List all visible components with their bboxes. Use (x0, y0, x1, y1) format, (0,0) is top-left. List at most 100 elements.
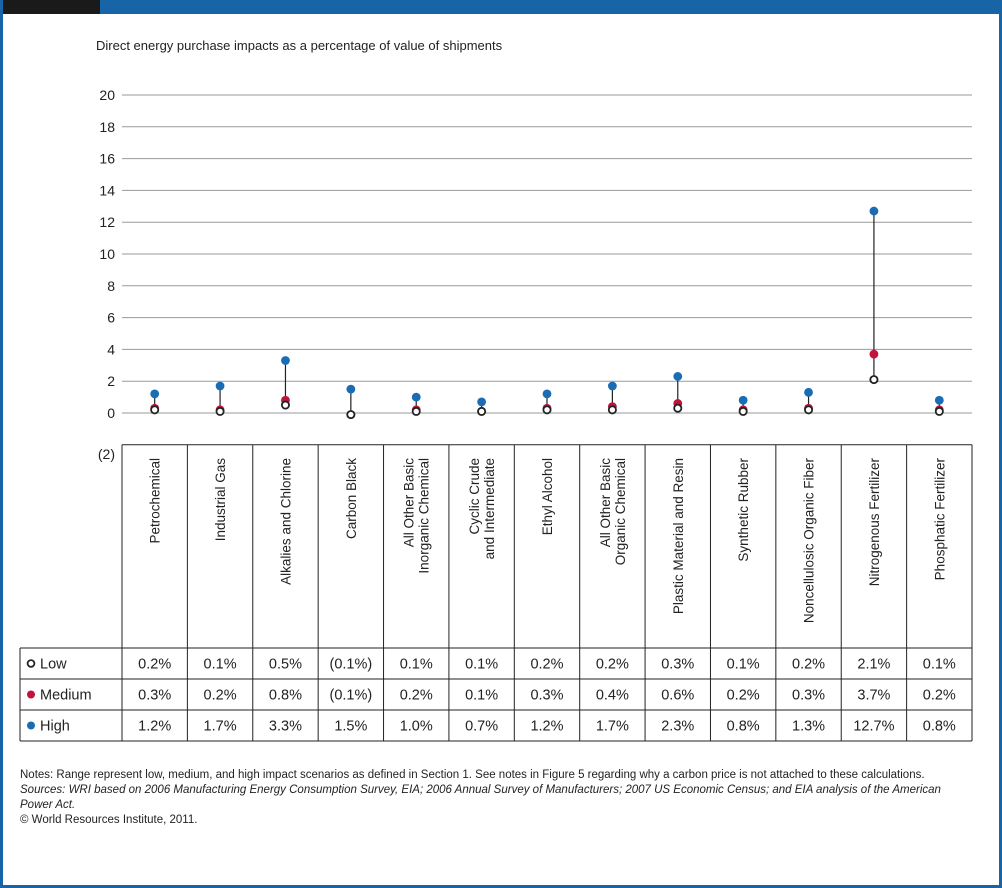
table-cell-value: 3.3% (269, 719, 302, 735)
chart-subtitle: Direct energy purchase impacts as a perc… (96, 38, 503, 53)
table-cell-value: 0.1% (465, 657, 498, 673)
table-cell-value: (0.1%) (329, 657, 372, 673)
y-tick-label: 14 (99, 182, 115, 198)
table-cell-value: 0.5% (269, 657, 302, 673)
table-cell-value: 0.3% (138, 688, 171, 704)
bottom-frame-border (0, 885, 1002, 888)
notes-block: Notes: Range represent low, medium, and … (20, 768, 970, 828)
table-cell-value: 0.2% (138, 657, 171, 673)
y-tick-label: (2) (98, 446, 115, 462)
category-label: Ethyl Alcohol (540, 458, 555, 535)
table-cell-value: 2.1% (857, 657, 890, 673)
table-cell-value: 0.1% (727, 657, 760, 673)
table-cell-value: (0.1%) (329, 688, 372, 704)
table-cell-value: 0.4% (596, 688, 629, 704)
y-tick-label: 8 (107, 278, 115, 294)
point-low (934, 406, 944, 416)
table-cell-value: 1.7% (596, 719, 629, 735)
legend-marker (26, 659, 36, 668)
category-label: Organic Chemical (613, 458, 628, 565)
category-label: and Intermediate (482, 458, 497, 559)
table-cell-value: 0.2% (400, 688, 433, 704)
point-high (281, 356, 290, 365)
copyright-text: © World Resources Institute, 2011. (20, 814, 198, 826)
table-cell-value: 0.3% (661, 657, 694, 673)
y-tick-label: 6 (107, 310, 115, 326)
category-label: Carbon Black (344, 458, 359, 539)
table-cell-value: 0.1% (400, 657, 433, 673)
table-cell-value: 1.5% (334, 719, 367, 735)
top-frame-tab (0, 0, 100, 14)
point-low (411, 406, 421, 416)
point-high (804, 387, 813, 397)
data-table: Low 0.2% 0.1% 0.5% (0.1%) 0.1% 0.1% 0.2% 0.2% 0.3… (19, 647, 972, 742)
point-high (477, 397, 487, 407)
category-label: Alkalies and Chlorine (278, 458, 293, 585)
y-tick-label: 2 (107, 373, 115, 389)
table-cell-value: 1.0% (400, 719, 433, 735)
table-cell-value: 2.3% (661, 719, 694, 735)
point-high (738, 395, 748, 405)
table-cell-value: 0.7% (465, 719, 498, 735)
point-medium (869, 349, 879, 359)
point-high (411, 392, 421, 402)
table-cell-value: 3.7% (857, 688, 890, 704)
category-label: Petrochemical (148, 458, 163, 544)
legend-label: Medium (40, 688, 92, 704)
left-frame-border (0, 0, 3, 888)
category-label: Synthetic Rubber (736, 458, 751, 562)
y-tick-label: 10 (99, 246, 115, 262)
category-label: Phosphatic Fertilizer (932, 458, 947, 581)
point-low (346, 410, 356, 420)
table-cell-value: 0.2% (727, 688, 760, 704)
table-cell-value: 0.1% (923, 657, 956, 673)
category-label: Industrial Gas (213, 458, 228, 542)
y-tick-label: 18 (99, 119, 115, 135)
y-tick-label: 0 (107, 405, 115, 421)
table-cell-value: 1.7% (204, 719, 237, 735)
point-high (869, 206, 879, 216)
table-cell-value: 0.2% (204, 688, 237, 704)
table-cell-value: 0.2% (596, 657, 629, 673)
table-cell-value: 0.6% (661, 688, 694, 704)
table-cell-value: 0.2% (530, 657, 563, 673)
table-cell-value: 0.2% (792, 657, 825, 673)
point-low (477, 406, 487, 416)
point-low (607, 405, 617, 415)
legend-label: Low (40, 657, 67, 673)
point-low (804, 405, 814, 415)
category-label: Plastic Material and Resin (671, 458, 686, 614)
sources-text: Sources: WRI based on 2006 Manufacturing… (20, 784, 941, 811)
right-frame-border (999, 0, 1002, 888)
table-cell-value: 0.8% (923, 719, 956, 735)
top-frame-bar (0, 0, 1002, 14)
point-high (346, 384, 356, 394)
y-tick-label: 20 (99, 87, 115, 103)
data-points (150, 206, 944, 420)
range-stems (154, 211, 940, 415)
category-label: Nitrogenous Fertilizer (867, 457, 882, 586)
category-label: All Other Basic (598, 458, 613, 548)
legend-label: High (40, 719, 70, 735)
legend-marker (27, 721, 35, 730)
table-cell-value: 0.2% (923, 688, 956, 704)
point-high (673, 372, 683, 381)
table-cell-value: 0.3% (530, 688, 563, 704)
point-low (542, 405, 552, 415)
category-columns: Petrochemical Industrial Gas Alkalies and … (121, 444, 973, 741)
y-tick-label: 12 (99, 214, 115, 230)
y-tick-label: 4 (107, 341, 115, 357)
point-high (934, 395, 944, 405)
point-high (215, 381, 225, 391)
table-cell-value: 0.1% (465, 688, 498, 704)
table-cell-value: 0.8% (269, 688, 302, 704)
point-high (542, 389, 552, 399)
table-cell-value: 1.2% (138, 719, 171, 735)
table-cell-value: 12.7% (853, 719, 894, 735)
table-cell-value: 0.3% (792, 688, 825, 704)
table-cell-value: 1.3% (792, 719, 825, 735)
point-low (215, 406, 225, 416)
table-cell-value: 0.1% (204, 657, 237, 673)
point-low (673, 403, 683, 413)
